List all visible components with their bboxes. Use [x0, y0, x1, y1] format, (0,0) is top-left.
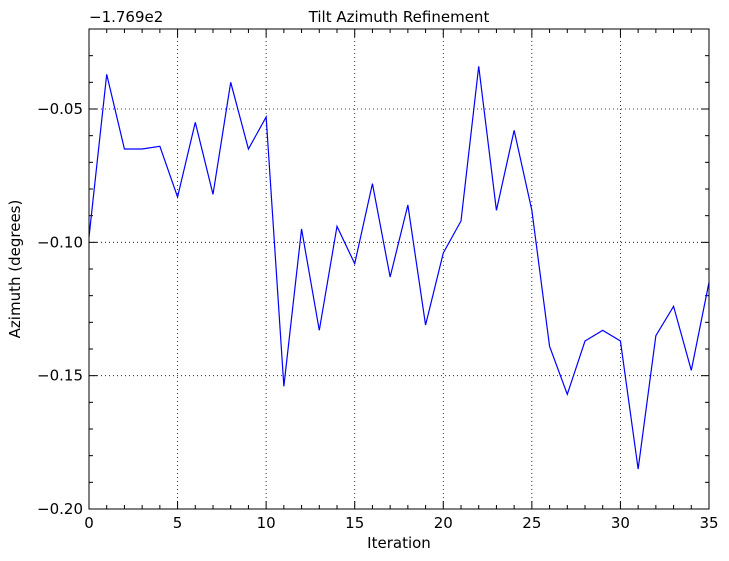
x-tick-label: 35	[699, 514, 718, 532]
x-tick-label: 25	[522, 514, 541, 532]
x-tick-label: 0	[84, 514, 94, 532]
x-tick-label: 20	[434, 514, 453, 532]
y-tick-label: −0.20	[37, 500, 83, 518]
y-tick-label: −0.15	[37, 367, 83, 385]
y-axis-label: Azimuth (degrees)	[6, 200, 24, 339]
series-layer	[88, 66, 710, 470]
x-tick-label: 10	[257, 514, 276, 532]
x-tick-label: 30	[611, 514, 630, 532]
axis-ticks	[88, 29, 710, 510]
tick-labels: 0 5 10 15 20 25 30 35 −0.20 −0.15 −0.10 −0.05	[37, 100, 719, 532]
grid-lines	[89, 29, 709, 509]
y-offset-label: −1.769e2	[89, 8, 163, 26]
x-tick-label: 5	[173, 514, 183, 532]
x-tick-label: 15	[345, 514, 364, 532]
chart-title: Tilt Azimuth Refinement	[308, 8, 490, 26]
plot-frame	[88, 28, 710, 510]
y-tick-label: −0.10	[37, 233, 83, 251]
y-tick-label: −0.05	[37, 100, 83, 118]
x-axis-label: Iteration	[367, 534, 431, 552]
series-line	[88, 66, 710, 470]
